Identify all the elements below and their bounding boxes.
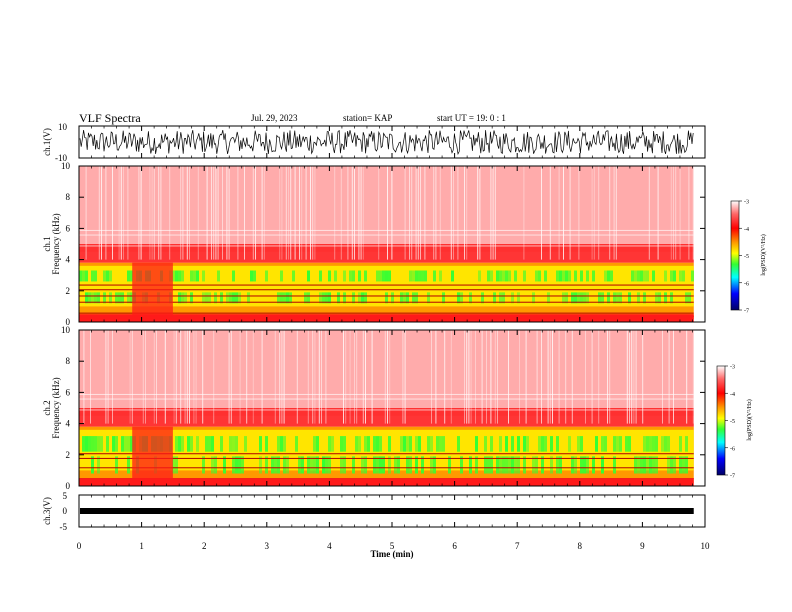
x-tick-3: 3: [265, 541, 270, 551]
ch3-ytick-bottom: -5: [60, 522, 68, 532]
ch2-colorbar-tick--5: -5: [730, 419, 735, 425]
ch1-waveform-panel: 10 -10 ch.1(V): [42, 122, 706, 163]
x-tick-9: 9: [640, 541, 645, 551]
ch2-colorbar-tick--6: -6: [730, 446, 735, 452]
x-tick-7: 7: [515, 541, 520, 551]
ch2-spectrogram-ytick-0: 0: [66, 481, 71, 491]
ch1-ytick-bottom: -10: [55, 153, 67, 163]
ch3-ytick-top: 5: [63, 491, 68, 501]
ch1-spectrogram-ytick-8: 8: [66, 192, 71, 202]
ch1-waveform-line: [79, 129, 694, 156]
ch1-colorbar-tick--5: -5: [744, 254, 749, 260]
ch2-spectrogram-ytick-2: 2: [66, 450, 71, 460]
ch2-spectrogram-ylabel-top: ch.2: [42, 400, 52, 415]
ch1-ylabel: ch.1(V): [42, 128, 52, 156]
ch1-colorbar-tick--3: -3: [744, 200, 749, 206]
ch2-spectrogram-ylabel: Frequency (kHz): [51, 377, 61, 438]
ch1-colorbar-tick--7: -7: [744, 309, 749, 315]
x-tick-10: 10: [701, 541, 711, 551]
x-axis-label: Time (min): [370, 549, 413, 559]
x-axis: 0 1 2 3 4 5 6 7 8 9 10: [77, 126, 710, 551]
ch2-colorbar-tick--7: -7: [730, 474, 735, 480]
ch3-waveform-panel: 5 0 -5 ch.3(V): [42, 491, 706, 532]
ch1-spectrogram-ytick-6: 6: [66, 223, 71, 233]
ch3-ytick-mid: 0: [63, 506, 68, 516]
figure-title: VLF Spectra: [79, 111, 141, 125]
ch1-colorbar: [730, 200, 740, 311]
ch1-spectrogram-ytick-0: 0: [66, 317, 71, 327]
start-time-label: start UT = 19: 0 : 1: [437, 113, 506, 123]
ch1-colorbar-tick--6: -6: [744, 281, 749, 287]
ch3-waveform-band: [80, 508, 694, 514]
x-tick-0: 0: [77, 541, 82, 551]
ch1-colorbar-tick--4: -4: [744, 227, 749, 233]
date-label: Jul. 29, 2023: [251, 113, 298, 123]
x-tick-2: 2: [202, 541, 207, 551]
ch3-ylabel: ch.3(V): [42, 497, 52, 525]
ch2-spectrogram-ytick-8: 8: [66, 356, 71, 366]
ch2-spectrogram-ytick-6: 6: [66, 387, 71, 397]
ch2-spectrogram-ytick-4: 4: [66, 419, 71, 429]
ch1-spectrogram-ytick-2: 2: [66, 286, 71, 296]
x-tick-8: 8: [578, 541, 583, 551]
ch2-colorbar-tick--3: -3: [730, 365, 735, 371]
ch2-colorbar-tick--4: -4: [730, 392, 735, 398]
station-label: station= KAP: [343, 113, 393, 123]
ch1-spectrogram-image: [79, 166, 694, 322]
x-tick-1: 1: [139, 541, 144, 551]
ch2-spectrogram-image: [79, 330, 694, 486]
ch1-spectrogram-ytick-4: 4: [66, 255, 71, 265]
x-tick-5: 5: [390, 541, 395, 551]
ch1-ytick-top: 10: [58, 122, 68, 132]
ch1-spectrogram-ylabel-top: ch.1: [42, 236, 52, 251]
ch2-spectrogram-ytick-10: 10: [61, 325, 71, 335]
ch1-spectrogram-ylabel: Frequency (kHz): [51, 213, 61, 274]
ch2-colorbar-label: log(PSD)(V²/Hz): [746, 399, 753, 440]
ch1-spectrogram-ytick-10: 10: [61, 161, 71, 171]
ch1-colorbar-label: log(PSD)(V²/Hz): [760, 234, 767, 275]
x-tick-4: 4: [327, 541, 332, 551]
ch2-colorbar: [716, 365, 726, 476]
x-tick-6: 6: [452, 541, 457, 551]
